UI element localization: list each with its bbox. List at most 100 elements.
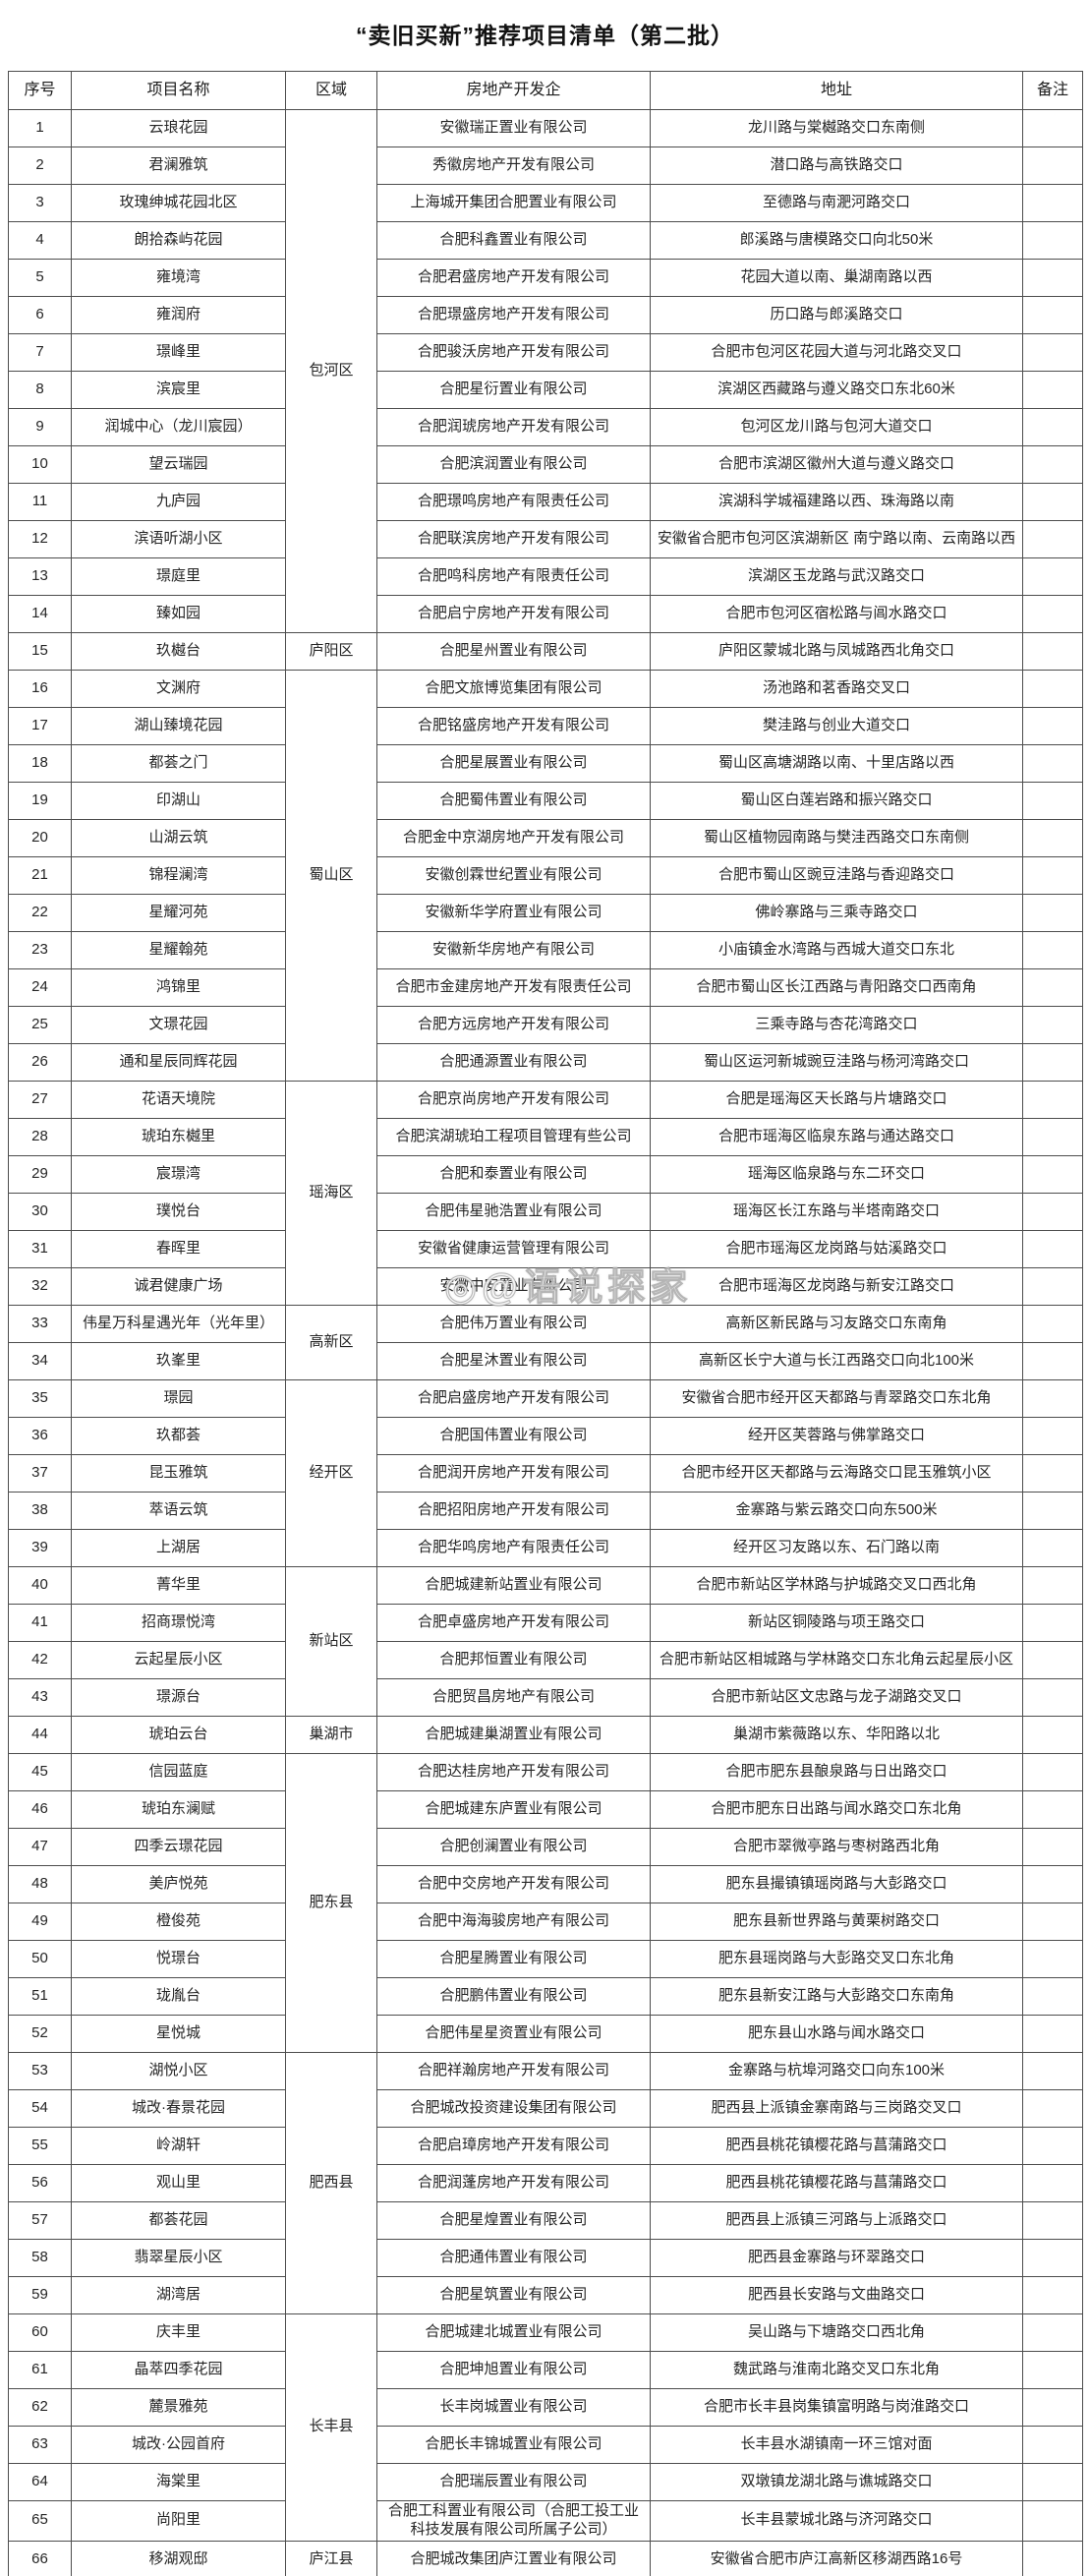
project-name-cell: 璟峰里: [71, 333, 286, 372]
table-row: 33 伟星万科星遇光年（光年里） 高新区 合肥伟万置业有限公司 高新区新民路与习友路交口…: [8, 1305, 1083, 1380]
address-cell: 巢湖市紫薇路以东、华阳路以北: [650, 1716, 1023, 1754]
address-cell: 肥东县瑶岗路与大彭路交叉口东北角: [650, 1940, 1023, 1978]
table-row: 57 都荟花园 合肥星煌置业有限公司 肥西县上派镇三河路与上派路交口: [8, 2201, 1083, 2240]
note-cell: [1022, 1342, 1083, 1380]
row-number-cell: 48: [8, 1865, 72, 1903]
address-cell: 蜀山区植物园南路与樊洼西路交口东南侧: [650, 819, 1023, 857]
row-number-cell: 25: [8, 1006, 72, 1044]
developer-cell: 长丰岗城置业有限公司: [376, 2388, 651, 2427]
address-cell: 肥西县上派镇金寨南路与三岗路交叉口: [650, 2089, 1023, 2128]
address-cell: 至德路与南淝河路交口: [650, 184, 1023, 222]
note-cell: [1022, 2127, 1083, 2165]
project-name-cell: 岭湖轩: [71, 2127, 286, 2165]
address-cell: 郎溪路与唐模路交口向北50米: [650, 221, 1023, 260]
project-name-cell: 尚阳里: [71, 2500, 286, 2542]
developer-cell: 合肥城改集团庐江置业有限公司: [376, 2540, 651, 2576]
region-cell: 庐江县: [285, 2540, 377, 2576]
developer-cell: 合肥星腾置业有限公司: [376, 1940, 651, 1978]
project-name-cell: 琥珀东澜赋: [71, 1790, 286, 1829]
note-cell: [1022, 1566, 1083, 1605]
table-row: 8 滨宸里 合肥星衍置业有限公司 滨湖区西藏路与遵义路交口东北60米: [8, 371, 1083, 409]
note-cell: [1022, 894, 1083, 932]
row-number-cell: 50: [8, 1940, 72, 1978]
note-cell: [1022, 408, 1083, 446]
developer-cell: 合肥城建东庐置业有限公司: [376, 1790, 651, 1829]
address-cell: 三乘寺路与杏花湾路交口: [650, 1006, 1023, 1044]
note-cell: [1022, 1678, 1083, 1717]
table-row: 30 璞悦台 合肥伟星驰浩置业有限公司 瑶海区长江东路与半塔南路交口: [8, 1193, 1083, 1231]
developer-cell: 合肥华鸣房地产有限责任公司: [376, 1529, 651, 1567]
project-name-cell: 君澜雅筑: [71, 146, 286, 185]
region-cell: 肥西县: [285, 2052, 377, 2314]
note-cell: [1022, 2089, 1083, 2128]
project-name-cell: 湖悦小区: [71, 2052, 286, 2090]
table-row: 46 琥珀东澜赋 合肥城建东庐置业有限公司 合肥市肥东日出路与闻水路交口东北角: [8, 1790, 1083, 1829]
project-name-cell: 文璟花园: [71, 1006, 286, 1044]
table-row: 43 璟源台 合肥贸昌房地产有限公司 合肥市新站区文忠路与龙子湖路交叉口: [8, 1678, 1083, 1717]
table-row: 49 橙俊苑 合肥中海海骏房地产有限公司 肥东县新世界路与黄栗树路交口: [8, 1903, 1083, 1941]
row-number-cell: 14: [8, 595, 72, 633]
address-cell: 肥东县新安江路与大彭路交口东南角: [650, 1977, 1023, 2016]
address-cell: 新站区铜陵路与项王路交口: [650, 1604, 1023, 1642]
table-row: 58 翡翠星辰小区 合肥通伟置业有限公司 肥西县金寨路与环翠路交口: [8, 2239, 1083, 2277]
project-name-cell: 臻如园: [71, 595, 286, 633]
project-name-cell: 花语天境院: [71, 1081, 286, 1119]
project-name-cell: 星耀翰苑: [71, 931, 286, 969]
project-name-cell: 湖山臻境花园: [71, 707, 286, 745]
table-row: 39 上湖居 合肥华鸣房地产有限责任公司 经开区习友路以东、石门路以南: [8, 1529, 1083, 1567]
developer-cell: 合肥滨湖琥珀工程项目管理有些公司: [376, 1118, 651, 1156]
developer-cell: 合肥长丰锦城置业有限公司: [376, 2426, 651, 2464]
developer-cell: 合肥润蓬房地产开发有限公司: [376, 2164, 651, 2202]
developer-cell: 合肥启璋房地产开发有限公司: [376, 2127, 651, 2165]
address-cell: 高新区长宁大道与长江西路交口向北100米: [650, 1342, 1023, 1380]
table-row: 55 岭湖轩 合肥启璋房地产开发有限公司 肥西县桃花镇樱花路与菖蒲路交口: [8, 2127, 1083, 2165]
row-number-cell: 19: [8, 782, 72, 820]
developer-cell: 安徽新华房地产有限公司: [376, 931, 651, 969]
note-cell: [1022, 1417, 1083, 1455]
developer-cell: 合肥伟星驰浩置业有限公司: [376, 1193, 651, 1231]
project-name-cell: 菁华里: [71, 1566, 286, 1605]
note-cell: [1022, 1230, 1083, 1268]
note-cell: [1022, 2351, 1083, 2389]
project-name-cell: 上湖居: [71, 1529, 286, 1567]
region-cell: 经开区: [285, 1379, 377, 1567]
address-cell: 历口路与郎溪路交口: [650, 296, 1023, 334]
developer-cell: 安徽创霖世纪置业有限公司: [376, 856, 651, 895]
table-row: 20 山湖云筑 合肥金中京湖房地产开发有限公司 蜀山区植物园南路与樊洼西路交口东南侧: [8, 819, 1083, 857]
region-cell: 包河区: [285, 109, 377, 633]
project-name-cell: 鸿锦里: [71, 968, 286, 1007]
developer-cell: 合肥鹏伟置业有限公司: [376, 1977, 651, 2016]
note-cell: [1022, 2015, 1083, 2053]
developer-cell: 合肥贸昌房地产有限公司: [376, 1678, 651, 1717]
table-row: 52 星悦城 合肥伟星星资置业有限公司 肥东县山水路与闻水路交口: [8, 2015, 1083, 2053]
row-number-cell: 15: [8, 632, 72, 671]
address-cell: 经开区芙蓉路与佛掌路交口: [650, 1417, 1023, 1455]
region-cell: 高新区: [285, 1305, 377, 1380]
developer-cell: 合肥伟星星资置业有限公司: [376, 2015, 651, 2053]
table-header: 序号 项目名称 区域 房地产开发企 地址 备注: [8, 71, 1083, 110]
table-row: 4 朗拾森屿花园 合肥科鑫置业有限公司 郎溪路与唐模路交口向北50米: [8, 221, 1083, 260]
address-cell: 合肥市新站区相城路与学林路交口东北角云起星辰小区: [650, 1641, 1023, 1679]
project-table: 序号 项目名称 区域 房地产开发企 地址 备注 1 云琅花园 包河区 安徽瑞正置业有限…: [8, 71, 1083, 2576]
table-row: 15 玖樾台 庐阳区 合肥星州置业有限公司 庐阳区蒙城北路与凤城路西北角交口: [8, 632, 1083, 671]
row-number-cell: 5: [8, 259, 72, 297]
row-number-cell: 42: [8, 1641, 72, 1679]
address-cell: 魏武路与淮南北路交叉口东北角: [650, 2351, 1023, 2389]
row-number-cell: 8: [8, 371, 72, 409]
developer-cell: 合肥坤旭置业有限公司: [376, 2351, 651, 2389]
project-name-cell: 昆玉雅筑: [71, 1454, 286, 1493]
row-number-cell: 26: [8, 1043, 72, 1082]
address-cell: 合肥市翠微亭路与枣树路西北角: [650, 1828, 1023, 1866]
column-header-region: 区域: [285, 71, 377, 110]
row-number-cell: 40: [8, 1566, 72, 1605]
note-cell: [1022, 371, 1083, 409]
table-row: 18 都荟之门 合肥星展置业有限公司 蜀山区高塘湖路以南、十里店路以西: [8, 744, 1083, 783]
developer-cell: 合肥城改投资建设集团有限公司: [376, 2089, 651, 2128]
address-cell: 合肥市肥东日出路与闻水路交口东北角: [650, 1790, 1023, 1829]
address-cell: 合肥市瑶海区临泉东路与通达路交口: [650, 1118, 1023, 1156]
developer-cell: 合肥邦恒置业有限公司: [376, 1641, 651, 1679]
note-cell: [1022, 1492, 1083, 1530]
region-cell: 长丰县: [285, 2313, 377, 2542]
developer-cell: 合肥中海海骏房地产有限公司: [376, 1903, 651, 1941]
table-row: 38 萃语云筑 合肥招阳房地产开发有限公司 金寨路与紫云路交口向东500米: [8, 1492, 1083, 1530]
